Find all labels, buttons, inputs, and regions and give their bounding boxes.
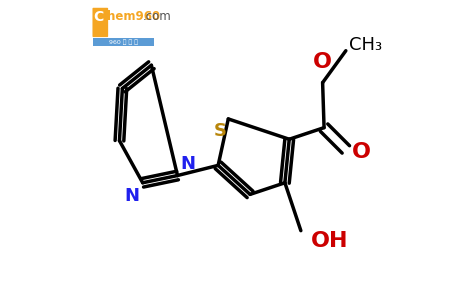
Text: S: S xyxy=(214,122,227,140)
Text: O: O xyxy=(352,142,371,162)
Text: C: C xyxy=(93,9,103,23)
Text: OH: OH xyxy=(311,231,348,251)
FancyBboxPatch shape xyxy=(92,8,108,37)
Text: hem960: hem960 xyxy=(107,9,160,23)
Text: 960 化 工 网: 960 化 工 网 xyxy=(109,40,138,45)
Text: N: N xyxy=(125,187,140,205)
Text: O: O xyxy=(313,52,332,72)
Text: CH₃: CH₃ xyxy=(349,36,382,54)
Text: .com: .com xyxy=(143,9,172,23)
FancyBboxPatch shape xyxy=(93,38,154,46)
Text: N: N xyxy=(181,155,195,173)
